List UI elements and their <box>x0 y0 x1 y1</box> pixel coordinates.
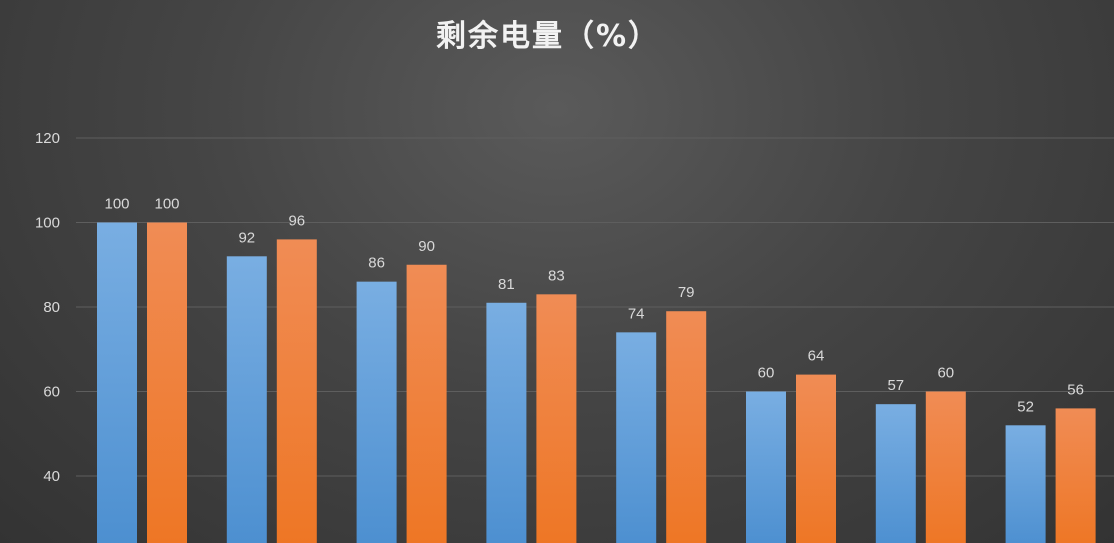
data-label-series2-6: 64 <box>808 348 825 365</box>
data-label-series2-2: 96 <box>288 212 305 229</box>
data-label-series2-4: 83 <box>548 267 565 284</box>
data-label-layer: 100 100 92 96 86 90 81 83 74 79 60 64 57 60 52 56 <box>104 196 1083 416</box>
bar-series2-7 <box>925 391 966 543</box>
data-label-series2-7: 60 <box>937 365 954 382</box>
bar-series1-6 <box>746 391 786 543</box>
y-axis: 40 60 80 100 120 <box>35 130 60 485</box>
data-label-series2-1: 100 <box>154 196 179 213</box>
bar-series1-7 <box>875 404 916 543</box>
data-label-series2-3: 90 <box>418 238 435 255</box>
bar-series1-3 <box>356 281 397 543</box>
bar-series1-2 <box>226 256 267 543</box>
bar-series1-5 <box>616 332 657 543</box>
bar-series2-4 <box>536 294 577 543</box>
y-tick-label-80: 80 <box>43 299 60 316</box>
data-label-series1-4: 81 <box>498 276 515 293</box>
data-label-series1-5: 74 <box>628 305 645 322</box>
bar-layer <box>97 222 1096 543</box>
data-label-series2-5: 79 <box>678 284 695 301</box>
bar-series2-1 <box>147 222 187 543</box>
data-label-series1-8: 52 <box>1017 398 1034 415</box>
data-label-series1-1: 100 <box>104 196 129 213</box>
bar-series2-5 <box>666 311 707 543</box>
y-tick-label-120: 120 <box>35 130 60 147</box>
y-tick-label-40: 40 <box>43 468 60 485</box>
bar-series1-8 <box>1005 425 1046 543</box>
bar-series2-3 <box>406 264 447 543</box>
data-label-series1-6: 60 <box>758 365 775 382</box>
y-tick-label-60: 60 <box>43 384 60 401</box>
bar-series1-1 <box>97 222 137 543</box>
data-label-series1-2: 92 <box>238 229 255 246</box>
data-label-series1-3: 86 <box>368 255 385 272</box>
bar-series2-8 <box>1055 408 1096 543</box>
bar-series2-2 <box>276 239 317 543</box>
bar-series2-6 <box>796 374 836 543</box>
y-tick-label-100: 100 <box>35 215 60 232</box>
bar-series1-4 <box>486 302 527 543</box>
chart-title: 剩余电量（%） <box>436 19 660 54</box>
data-label-series2-8: 56 <box>1067 381 1084 398</box>
data-label-series1-7: 57 <box>887 377 904 394</box>
